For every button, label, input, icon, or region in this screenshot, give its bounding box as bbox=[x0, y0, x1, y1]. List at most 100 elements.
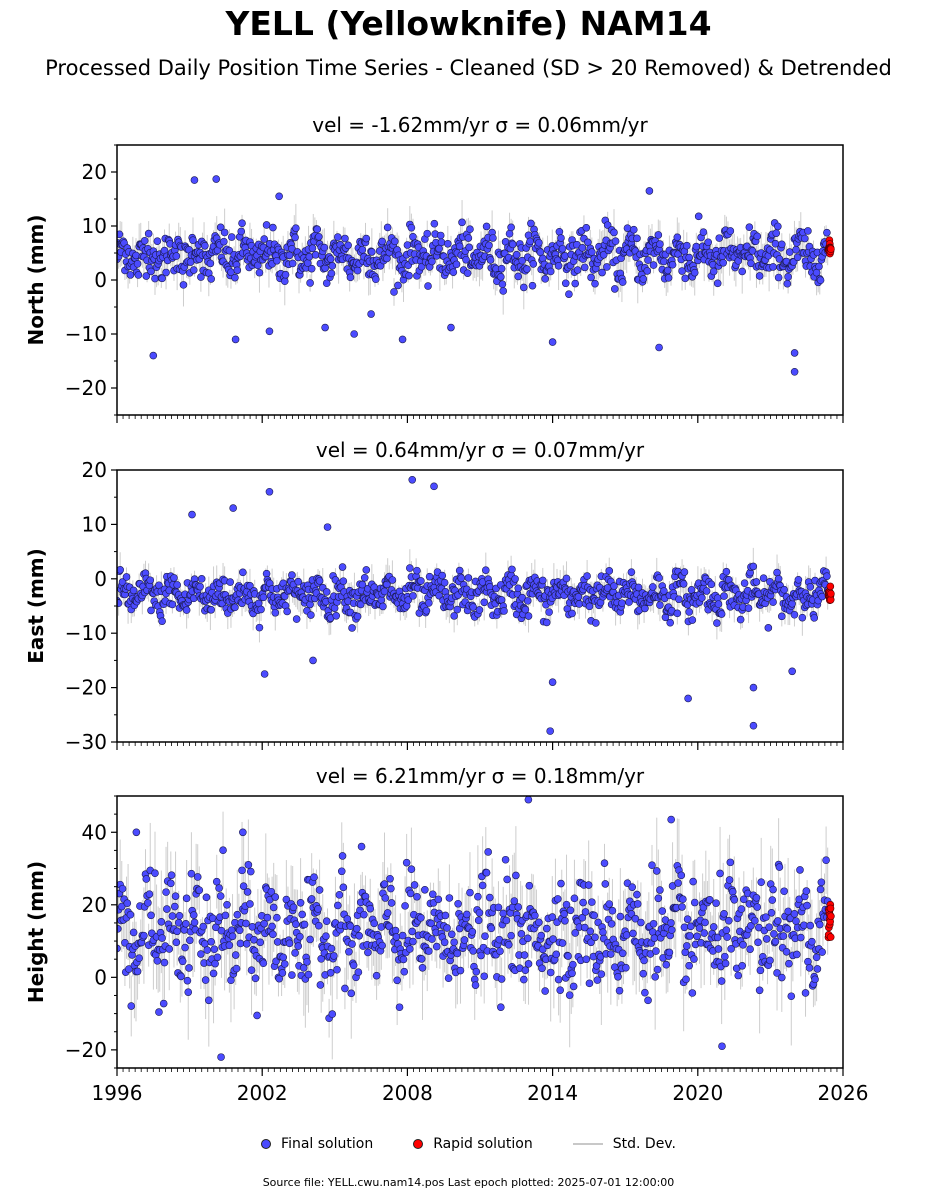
final-point bbox=[599, 928, 607, 936]
final-point bbox=[232, 964, 241, 973]
final-point bbox=[250, 935, 258, 944]
final-point bbox=[259, 593, 268, 602]
final-point bbox=[239, 828, 247, 837]
final-point bbox=[779, 932, 788, 940]
final-point bbox=[628, 883, 637, 891]
final-point bbox=[129, 928, 138, 937]
final-point bbox=[344, 241, 352, 250]
final-point bbox=[430, 482, 438, 491]
final-point bbox=[424, 282, 432, 290]
final-point bbox=[309, 656, 317, 665]
final-point bbox=[322, 932, 330, 940]
final-point bbox=[233, 266, 242, 275]
final-point bbox=[623, 224, 632, 232]
final-point bbox=[186, 936, 194, 945]
final-point bbox=[294, 942, 303, 950]
final-point bbox=[716, 869, 724, 878]
final-point bbox=[603, 221, 612, 229]
final-point bbox=[747, 921, 755, 930]
final-point bbox=[526, 237, 534, 246]
final-point bbox=[444, 239, 452, 248]
final-point bbox=[774, 222, 782, 231]
final-point bbox=[517, 930, 526, 938]
final-point bbox=[117, 230, 124, 239]
final-point bbox=[425, 572, 434, 581]
final-point bbox=[327, 944, 336, 953]
y-tick-label: 0 bbox=[94, 567, 107, 591]
final-point bbox=[582, 223, 591, 232]
final-point bbox=[787, 992, 796, 1001]
final-point bbox=[800, 234, 809, 243]
final-point bbox=[656, 601, 664, 609]
final-point bbox=[399, 955, 408, 964]
final-point bbox=[546, 267, 555, 276]
final-point bbox=[753, 232, 762, 241]
final-point bbox=[738, 267, 747, 276]
final-point bbox=[457, 574, 466, 582]
plot-area bbox=[117, 475, 835, 735]
final-point bbox=[499, 909, 508, 918]
final-point bbox=[562, 900, 571, 909]
final-solution-points bbox=[117, 475, 833, 735]
final-point bbox=[243, 888, 252, 896]
final-point bbox=[524, 960, 533, 968]
final-point bbox=[580, 923, 589, 932]
final-point bbox=[305, 252, 314, 261]
final-point bbox=[196, 582, 204, 591]
final-point bbox=[648, 583, 657, 591]
final-point bbox=[629, 225, 638, 234]
final-point bbox=[683, 942, 691, 950]
final-point bbox=[774, 574, 783, 583]
final-point bbox=[335, 891, 344, 899]
final-point bbox=[774, 917, 782, 925]
final-point bbox=[184, 988, 193, 996]
final-point bbox=[210, 945, 219, 954]
final-point bbox=[144, 229, 153, 238]
final-point bbox=[338, 852, 347, 860]
final-point bbox=[528, 281, 537, 290]
final-point bbox=[378, 941, 386, 950]
final-point bbox=[315, 886, 324, 894]
final-point bbox=[132, 251, 140, 260]
final-point bbox=[818, 592, 826, 601]
final-point bbox=[616, 912, 625, 921]
final-point bbox=[360, 910, 368, 919]
final-point bbox=[447, 930, 456, 939]
final-point bbox=[271, 893, 280, 901]
final-point bbox=[246, 582, 254, 590]
final-point bbox=[726, 858, 735, 867]
final-point bbox=[443, 924, 451, 932]
final-point bbox=[668, 260, 677, 269]
final-point bbox=[314, 905, 322, 913]
final-point bbox=[818, 948, 826, 956]
y-tick-label: 20 bbox=[82, 160, 107, 184]
final-point bbox=[168, 912, 177, 920]
final-point bbox=[147, 606, 155, 615]
final-point bbox=[816, 885, 825, 894]
final-point bbox=[409, 592, 417, 600]
final-point bbox=[360, 573, 369, 582]
final-point bbox=[607, 920, 616, 928]
final-point bbox=[588, 248, 596, 256]
final-point bbox=[434, 895, 443, 904]
final-point bbox=[504, 940, 513, 949]
final-point bbox=[552, 950, 561, 959]
final-point bbox=[291, 233, 299, 242]
final-point bbox=[421, 885, 429, 894]
final-point bbox=[486, 256, 495, 264]
panel-east: vel = 0.64mm/yr σ = 0.07mm/yr East (mm) −3… bbox=[24, 438, 844, 754]
final-point bbox=[298, 910, 306, 919]
final-point bbox=[462, 255, 470, 264]
final-point bbox=[793, 253, 802, 262]
final-point bbox=[307, 611, 315, 619]
final-point bbox=[558, 939, 567, 947]
final-point bbox=[712, 899, 720, 907]
rapid-point bbox=[826, 904, 835, 913]
final-point bbox=[764, 624, 773, 632]
final-point bbox=[401, 902, 409, 910]
final-point bbox=[590, 911, 599, 920]
final-point bbox=[803, 901, 811, 910]
final-point bbox=[345, 947, 353, 956]
final-point bbox=[777, 240, 786, 249]
final-point bbox=[393, 976, 401, 985]
